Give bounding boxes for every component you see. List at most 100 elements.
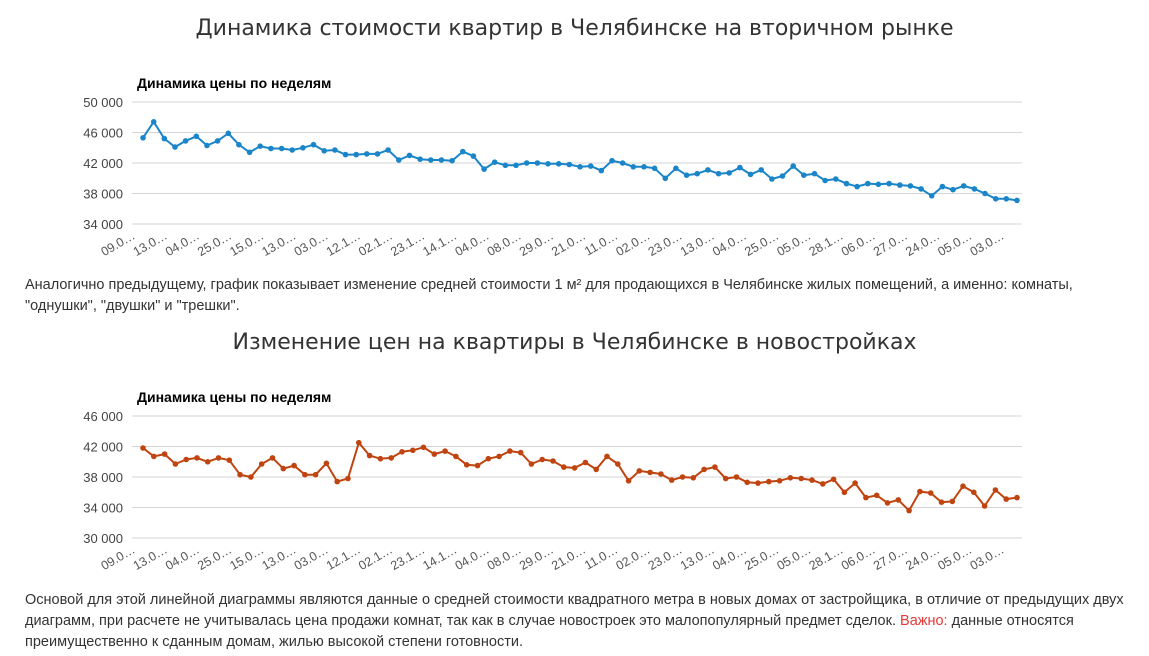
data-point bbox=[396, 157, 402, 163]
description-text-tail: данные относятся преимущественно к сданн… bbox=[25, 613, 1074, 650]
data-point bbox=[300, 145, 306, 151]
data-point bbox=[971, 489, 977, 496]
data-point bbox=[875, 181, 882, 188]
data-point bbox=[571, 465, 578, 471]
data-point bbox=[907, 183, 914, 189]
data-point bbox=[417, 156, 423, 162]
y-tick-label: 50 000 bbox=[83, 95, 123, 110]
data-point bbox=[960, 483, 966, 489]
data-point bbox=[755, 480, 761, 486]
x-tick-label: 06.0… bbox=[839, 228, 878, 259]
x-tick-label: 11.0… bbox=[582, 542, 620, 572]
x-tick-label: 15.0… bbox=[227, 228, 266, 259]
data-point bbox=[820, 481, 826, 487]
x-tick-label: 15.0… bbox=[227, 542, 266, 573]
y-tick-label: 38 000 bbox=[83, 470, 123, 485]
x-tick-label: 27.0… bbox=[871, 542, 910, 573]
data-point bbox=[539, 456, 545, 463]
x-tick-label: 03.0… bbox=[968, 542, 1007, 573]
data-point bbox=[453, 453, 459, 460]
data-point bbox=[182, 138, 189, 144]
x-tick-label: 02.0… bbox=[614, 542, 653, 573]
x-tick-label: 27.0… bbox=[871, 228, 910, 259]
x-tick-label: 11.0… bbox=[582, 228, 620, 258]
x-tick-label: 09.0… bbox=[99, 228, 138, 259]
data-point bbox=[811, 170, 818, 177]
data-point bbox=[420, 444, 427, 451]
data-point bbox=[619, 160, 626, 166]
data-point bbox=[399, 449, 405, 455]
data-point bbox=[481, 166, 487, 172]
data-point bbox=[587, 163, 594, 169]
data-point bbox=[683, 172, 690, 178]
data-point bbox=[582, 459, 589, 466]
data-point bbox=[960, 183, 967, 189]
data-point bbox=[906, 507, 912, 514]
data-point bbox=[204, 142, 210, 149]
data-point bbox=[981, 503, 988, 509]
new-buildings-price-chart[interactable]: Динамика цены по неделям 30 000 34 000 38 0… bbox=[0, 374, 1149, 579]
data-point bbox=[172, 144, 178, 150]
x-tick-label: 28.1… bbox=[807, 542, 846, 573]
description-text-main: Основой для этой линейной диаграммы явля… bbox=[25, 592, 1124, 629]
data-point bbox=[374, 151, 381, 157]
data-point bbox=[722, 475, 729, 482]
data-point bbox=[615, 461, 621, 467]
data-point bbox=[534, 160, 541, 166]
secondary-market-price-chart[interactable]: Динамика цены по неделям 34 000 38 000 42 0… bbox=[0, 60, 1149, 265]
data-point bbox=[658, 471, 664, 477]
data-point bbox=[278, 145, 285, 152]
data-point bbox=[438, 157, 445, 163]
data-point bbox=[863, 494, 869, 501]
data-point bbox=[449, 157, 455, 164]
data-point bbox=[895, 497, 902, 503]
x-tick-label: 23.0… bbox=[646, 542, 685, 573]
data-point bbox=[161, 135, 168, 142]
series-line bbox=[142, 120, 1018, 202]
data-point bbox=[886, 180, 892, 187]
section-description-new-buildings: Основой для этой линейной диаграммы явля… bbox=[25, 590, 1130, 653]
data-point bbox=[334, 478, 341, 485]
data-point bbox=[566, 161, 573, 168]
y-tick-label: 46 000 bbox=[83, 126, 123, 141]
data-point bbox=[598, 167, 605, 174]
y-tick-label: 34 000 bbox=[83, 217, 123, 232]
data-point bbox=[758, 167, 764, 173]
important-note-label: Важно: bbox=[900, 613, 948, 629]
data-point bbox=[715, 170, 722, 177]
x-tick-label: 08.0… bbox=[485, 228, 524, 259]
x-tick-label: 24.0… bbox=[903, 542, 942, 573]
data-point bbox=[280, 465, 287, 472]
x-tick-label: 03.0… bbox=[968, 228, 1007, 259]
x-tick-label: 23.1… bbox=[388, 542, 427, 573]
data-point bbox=[679, 474, 686, 480]
data-point bbox=[949, 498, 956, 505]
data-point bbox=[332, 147, 338, 153]
data-point bbox=[204, 459, 211, 465]
data-point bbox=[428, 157, 434, 163]
data-point bbox=[673, 165, 679, 172]
data-point bbox=[194, 455, 200, 461]
data-point bbox=[897, 182, 903, 188]
y-tick-label: 30 000 bbox=[83, 531, 123, 546]
data-point bbox=[225, 130, 232, 137]
data-point bbox=[215, 455, 222, 461]
x-tick-label: 29.0… bbox=[517, 542, 556, 573]
data-point bbox=[460, 148, 466, 155]
data-point bbox=[779, 173, 786, 179]
x-tick-label: 04.0… bbox=[163, 542, 202, 573]
data-point bbox=[364, 151, 370, 157]
x-tick-label: 05.0… bbox=[774, 542, 813, 573]
data-point bbox=[884, 500, 891, 506]
data-point bbox=[496, 453, 502, 460]
x-tick-label: 25.0… bbox=[195, 542, 234, 573]
data-point bbox=[744, 479, 750, 486]
x-tick-label: 05.0… bbox=[935, 542, 974, 573]
data-point bbox=[928, 193, 935, 199]
section-description-secondary-market: Аналогично предыдущему, график показывае… bbox=[25, 277, 1073, 314]
data-point bbox=[776, 478, 783, 484]
data-point bbox=[289, 147, 296, 153]
data-point bbox=[523, 160, 530, 166]
data-point bbox=[939, 183, 946, 190]
data-point bbox=[258, 461, 265, 467]
